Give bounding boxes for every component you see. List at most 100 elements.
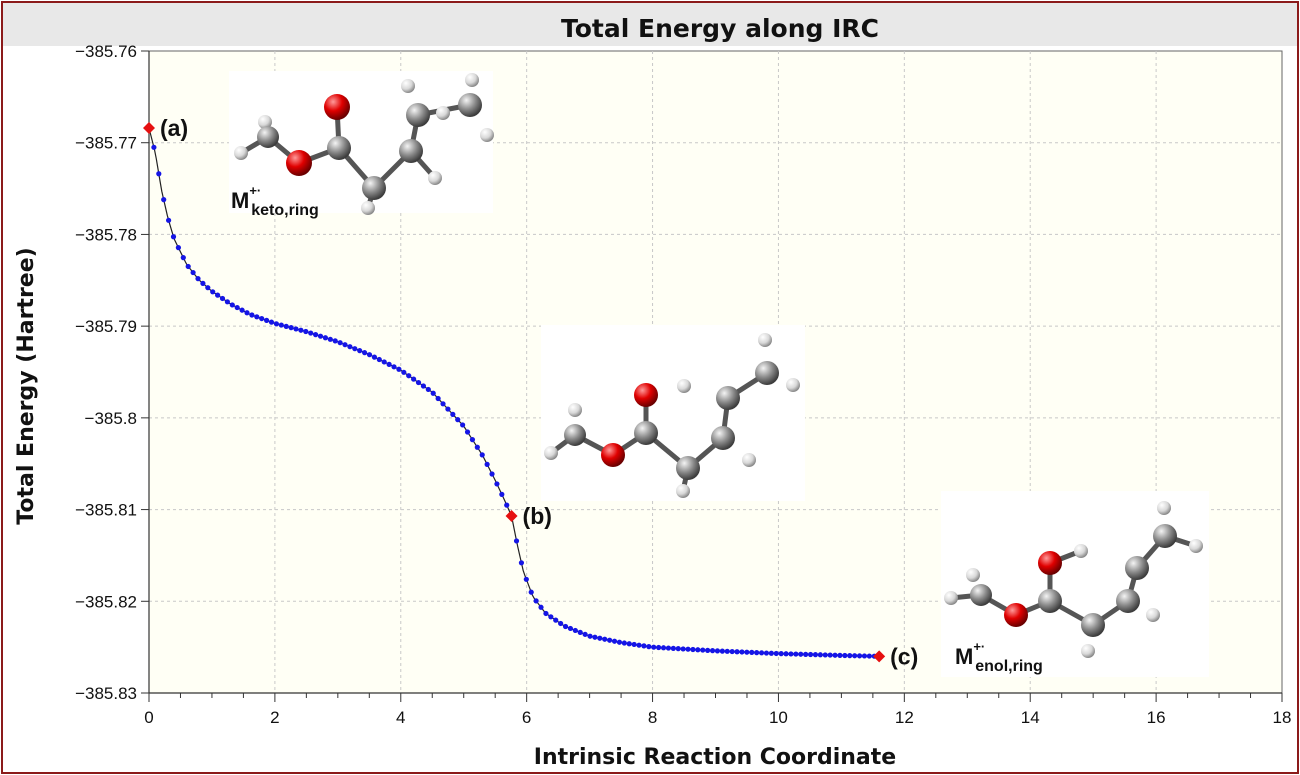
highlighted-point-marker [143, 122, 155, 135]
irc-data-point [244, 310, 250, 316]
irc-data-point [499, 491, 505, 497]
irc-data-point [273, 321, 280, 327]
irc-data-point [288, 325, 294, 331]
chart-title: Total Energy along IRC [561, 14, 879, 43]
y-tick-label: −385.82 [75, 592, 137, 611]
enol-label: M+· enol,ring [955, 639, 1043, 675]
enol-label-sub: enol,ring [975, 658, 1043, 675]
irc-data-point [219, 295, 226, 302]
irc-data-point [592, 634, 598, 640]
irc-data-point [484, 461, 490, 467]
irc-data-point [205, 285, 211, 291]
enol-label-main: M [955, 644, 973, 669]
irc-data-point [352, 346, 358, 352]
irc-data-point [572, 627, 578, 634]
irc-data-point [709, 648, 716, 654]
irc-data-point [293, 326, 299, 332]
irc-data-point [729, 648, 735, 655]
irc-data-point [768, 650, 774, 656]
irc-data-point [582, 631, 588, 637]
x-tick-label: 8 [648, 708, 657, 727]
irc-data-point [528, 589, 534, 595]
x-tick-label: 4 [396, 708, 405, 727]
irc-data-point [445, 406, 451, 412]
irc-data-point [621, 640, 627, 646]
irc-data-point [567, 625, 574, 632]
highlighted-points: (a) (b) (c) [143, 115, 918, 669]
irc-data-point [763, 650, 770, 656]
irc-data-point [602, 636, 608, 642]
molecule-keto-image [229, 71, 494, 215]
irc-data-point [793, 651, 799, 657]
irc-data-point [332, 338, 338, 344]
irc-data-point [837, 652, 843, 658]
irc-data-point [778, 651, 784, 657]
x-tick-label: 0 [144, 708, 153, 727]
irc-data-point [690, 646, 696, 653]
irc-data-point [239, 307, 245, 313]
irc-data-point [749, 649, 755, 655]
irc-data-point [543, 610, 549, 617]
irc-data-point [773, 650, 779, 657]
irc-data-point [817, 652, 823, 658]
irc-data-point [376, 356, 382, 363]
y-axis-title: Total Energy (Hartree) [14, 247, 39, 524]
irc-data-point [518, 560, 525, 566]
irc-data-point [724, 648, 730, 654]
irc-data-point [847, 653, 853, 659]
highlighted-point-label: (c) [890, 643, 918, 669]
irc-data-point [744, 649, 750, 655]
highlighted-point-label: (b) [523, 503, 552, 529]
irc-data-point [660, 645, 667, 651]
irc-data-point [577, 629, 583, 635]
y-tick-label: −385.77 [75, 134, 137, 153]
irc-data-point [401, 369, 407, 375]
irc-data-point [670, 645, 676, 651]
irc-data-point [562, 623, 569, 630]
x-axis-title: Intrinsic Reaction Coordinate [534, 745, 896, 770]
irc-data-point [224, 299, 231, 305]
x-tick-label: 18 [1273, 708, 1292, 727]
irc-data-point [494, 481, 500, 487]
irc-data-point [842, 652, 848, 659]
irc-data-point [548, 614, 554, 620]
irc-data-point [249, 312, 255, 318]
irc-data-point [278, 322, 284, 328]
irc-data-point [460, 422, 466, 428]
irc-data-point [856, 653, 863, 659]
irc-data-point [234, 304, 240, 311]
irc-data-point [371, 354, 378, 360]
irc-data-point [313, 332, 319, 338]
irc-data-point [827, 652, 833, 658]
irc-data-point [264, 317, 270, 323]
y-tick-label: −385.83 [75, 684, 137, 703]
irc-data-point [616, 639, 623, 645]
irc-data-point [832, 652, 838, 658]
irc-data-point [425, 386, 431, 393]
molecule-transition-image [541, 325, 805, 501]
y-tick-label: −385.79 [75, 317, 137, 336]
irc-data-point [190, 269, 196, 276]
irc-data-point [656, 644, 662, 651]
keto-label: M+· keto,ring [231, 183, 319, 219]
irc-data-point [229, 302, 235, 308]
irc-data-point [210, 289, 216, 295]
irc-data-point [450, 411, 456, 417]
irc-data-point [215, 292, 221, 298]
irc-data-point [685, 646, 691, 652]
x-tick-label: 14 [1021, 708, 1040, 727]
irc-data-point [680, 646, 686, 652]
irc-data-point [803, 651, 809, 657]
keto-label-sub: keto,ring [251, 202, 319, 219]
irc-data-point [695, 647, 701, 653]
y-tick-label: −385.78 [75, 225, 137, 244]
keto-label-sup: +· [249, 183, 261, 198]
irc-data-point [415, 379, 422, 386]
irc-data-point [362, 350, 368, 356]
irc-data-point [391, 364, 397, 370]
irc-data-point [322, 335, 329, 341]
irc-data-point [533, 598, 539, 604]
irc-data-point [798, 651, 804, 657]
irc-data-point [651, 644, 657, 650]
